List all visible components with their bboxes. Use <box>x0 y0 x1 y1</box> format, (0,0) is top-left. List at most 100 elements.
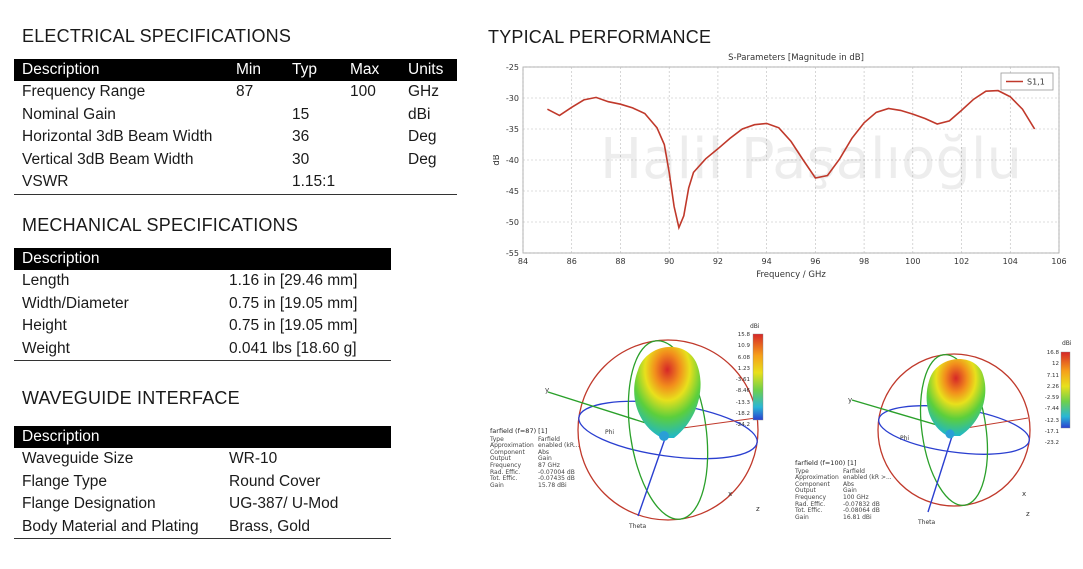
table-cell <box>342 149 400 172</box>
table-cell <box>342 126 400 149</box>
x-tick-label: 94 <box>762 257 772 266</box>
colorbar-tick: -2.59 <box>1044 395 1059 402</box>
info-row: Approximation enabled (kR >... <box>795 475 892 482</box>
colorbar-tick: -17.1 <box>1044 429 1059 436</box>
table-cell: 100 <box>350 83 376 100</box>
x-tick-label: 98 <box>859 257 869 266</box>
info-row: Type Farfield <box>795 467 892 476</box>
x-tick-label: 102 <box>954 257 969 266</box>
lobe-base <box>945 429 955 439</box>
y-tick-label: -35 <box>506 125 519 134</box>
info-row: Gain 15.78 dBi <box>490 481 580 490</box>
x-tick-label: 92 <box>713 257 723 266</box>
farfield-title: farfield (f=100) [1] <box>795 459 857 467</box>
info-value: 15.78 dBi <box>538 481 567 489</box>
table-cell: Vertical 3dB Beam Width <box>22 150 194 168</box>
sphere-outline <box>877 353 1031 507</box>
table-row: Frequency Range 87 100 GHz <box>14 81 457 104</box>
x-tick-label: 90 <box>664 257 674 266</box>
waveguide-spec-table: Description Waveguide Size WR-10 Flange Ty… <box>14 426 391 540</box>
table-row: VSWR 1.15:1 <box>14 171 457 194</box>
info-row: Rad. Effic. -0.07004 dB <box>490 468 580 477</box>
theta-label: Theta <box>628 523 647 530</box>
colorbar-tick: -3.61 <box>735 377 750 384</box>
farfield-right-plot: y z x Theta Phi <box>848 351 1071 526</box>
info-key: Approximation <box>795 474 839 482</box>
legend-label: S1,1 <box>1027 78 1045 87</box>
legend-box <box>1000 72 1054 91</box>
table-cell <box>284 81 342 104</box>
colorbar-unit: dBi <box>1062 340 1072 347</box>
info-key: Output <box>795 487 816 495</box>
table-cell: Waveguide Size <box>22 450 134 467</box>
info-value: Farfield <box>538 435 560 443</box>
table-cell: Horizontal 3dB Beam Width <box>22 128 213 146</box>
colorbar-tick: 12 <box>1052 361 1059 368</box>
info-key: Gain <box>795 513 809 521</box>
info-key: Rad. Effic. <box>795 500 826 508</box>
info-key: Type <box>490 435 504 443</box>
colorbar-tick: -23.2 <box>1044 440 1059 447</box>
farfield-left: y z x Theta Phi dBi 15.8 10.9 6.08 1.23 -3.6… <box>488 318 788 564</box>
y-tick-label: -45 <box>506 187 519 196</box>
info-key: Component <box>490 448 525 456</box>
table-cell: 87 <box>236 83 254 100</box>
performance-title: TYPICAL PERFORMANCE <box>488 27 712 47</box>
colorbar-tick: 10.9 <box>737 343 750 350</box>
y-tick-label: -25 <box>506 63 519 72</box>
table-row: Length 1.16 in [29.46 mm] <box>14 270 391 293</box>
table-cell: Frequency Range <box>22 83 146 100</box>
colorbar <box>752 333 764 421</box>
z-axis-label: z <box>1026 510 1030 518</box>
x-axis-label: x <box>1022 490 1026 498</box>
electrical-title: ELECTRICAL SPECIFICATIONS <box>22 26 292 46</box>
table-cell: 0.041 lbs [18.60 g] <box>229 339 357 357</box>
table-cell: 36 <box>292 128 310 146</box>
info-value: Farfield <box>843 467 865 475</box>
x-tick-label: 104 <box>1003 257 1018 266</box>
watermark: Halil Paşalıoğlu <box>600 127 1022 192</box>
info-key: Frequency <box>795 493 826 501</box>
table-row: Flange Type Round Cover <box>14 471 391 494</box>
phi-label: Phi <box>900 435 909 442</box>
colorbar-tick: -18.2 <box>735 411 750 418</box>
info-key: Component <box>795 480 830 488</box>
info-row: Frequency 87 GHz <box>490 462 580 470</box>
table-row: Horizontal 3dB Beam Width 36 Deg <box>14 126 457 149</box>
table-row: Height 0.75 in [19.05 mm] <box>14 315 391 338</box>
info-row: Frequency 100 GHz <box>795 493 892 502</box>
info-value: Abs <box>538 448 550 456</box>
info-row: Gain 16.81 dBi <box>795 513 892 522</box>
info-row: Rad. Effic. -0.07832 dB <box>795 500 892 509</box>
theta-line <box>637 429 669 517</box>
waveguide-header: Description <box>14 426 391 448</box>
info-value: 100 GHz <box>843 493 869 501</box>
table-cell: Deg <box>408 150 437 168</box>
y-axis-label: y <box>545 386 549 394</box>
table-cell: Weight <box>22 339 70 357</box>
x-tick-label: 86 <box>567 257 577 266</box>
colorbar-labels: 15.8 10.9 6.08 1.23 -3.61 -8.46 -13.3 -18.2 -24.… <box>722 330 750 432</box>
chart-title: S-Parameters [Magnitude in dB] <box>728 53 864 63</box>
info-key: Rad. Effic. <box>490 468 521 476</box>
colorbar-tick: -8.46 <box>735 388 750 395</box>
x-tick-label: 84 <box>518 257 528 266</box>
info-key: Tot. Effic. <box>490 475 518 483</box>
table-row: Flange Designation UG-387/ U-Mod <box>14 493 391 516</box>
colorbar <box>1060 351 1071 429</box>
table-cell <box>228 149 284 172</box>
farfield-left-info: farfield (f=87) [1] Type Farfield Approxima… <box>490 428 580 489</box>
x-tick-label: 100 <box>905 257 920 266</box>
colorbar-tick: -13.3 <box>735 399 750 406</box>
y-tick-label: -40 <box>506 156 519 165</box>
x-tick-label: 106 <box>1051 257 1066 266</box>
colorbar-tick: 16.8 <box>1046 350 1059 356</box>
electrical-col-header: Units <box>400 59 457 81</box>
mechanical-title: MECHANICAL SPECIFICATIONS <box>22 215 299 235</box>
colorbar-tick: 7.11 <box>1046 372 1059 379</box>
info-value: -0.07832 dB <box>843 500 880 508</box>
table-cell: Deg <box>408 128 437 146</box>
table-row: Waveguide Size WR-10 <box>14 448 391 471</box>
x-tick-label: 88 <box>615 257 625 266</box>
info-row: Component Abs <box>490 448 580 457</box>
